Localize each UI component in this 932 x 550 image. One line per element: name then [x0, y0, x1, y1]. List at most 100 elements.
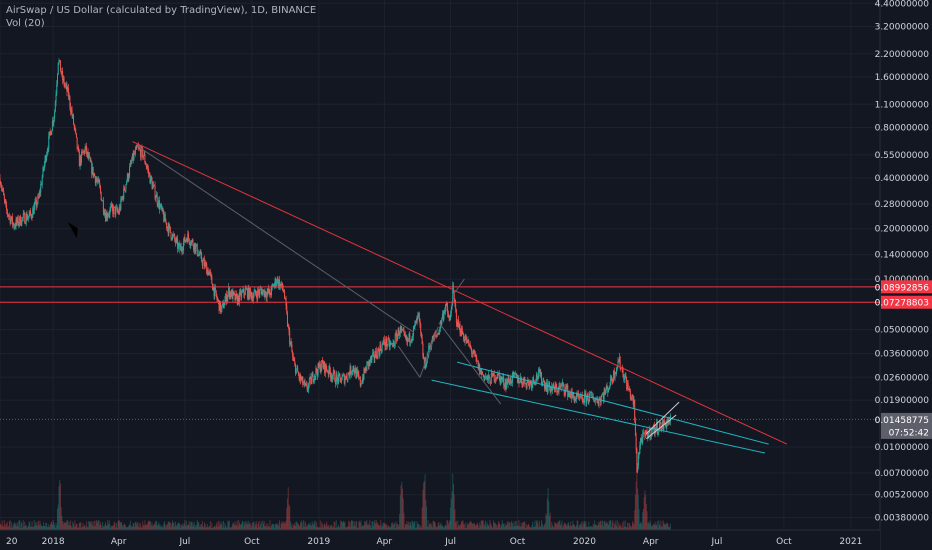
volume-bar: [415, 527, 417, 530]
volume-bar: [110, 525, 112, 530]
volume-bar: [582, 521, 584, 530]
volume-bar: [420, 525, 422, 530]
candle-body: [10, 219, 12, 224]
volume-bar: [401, 481, 403, 530]
volume-bar: [536, 520, 538, 530]
level-price-badge: [881, 280, 932, 294]
volume-bar: [97, 520, 99, 530]
time-axis[interactable]: [0, 530, 880, 550]
volume-bar: [353, 521, 355, 530]
volume-bar: [109, 524, 111, 530]
volume-bar: [127, 527, 129, 530]
volume-bar: [324, 526, 326, 530]
volume-bar: [414, 521, 416, 530]
volume-bar: [133, 523, 135, 530]
candle-body: [631, 395, 633, 398]
candle-body: [658, 424, 660, 430]
candle-body: [276, 281, 278, 286]
volume-bar: [288, 504, 290, 530]
volume-bar: [39, 520, 41, 530]
volume-bar: [198, 522, 200, 530]
spike-line-c[interactable]: [452, 278, 465, 296]
candle-body: [209, 271, 211, 274]
candle-body: [394, 344, 396, 346]
candle-body: [16, 219, 18, 223]
volume-bar: [284, 522, 286, 530]
candle-body: [349, 366, 351, 377]
volume-bar: [5, 527, 7, 530]
early-descending-line[interactable]: [137, 145, 415, 334]
spike-line-b[interactable]: [419, 326, 439, 378]
volume-bar: [438, 521, 440, 530]
volume-bar: [255, 521, 257, 530]
candle-body: [483, 374, 485, 380]
volume-bar: [301, 522, 303, 530]
candle-body: [478, 364, 480, 370]
volume-bar: [104, 524, 106, 530]
volume-bar: [335, 520, 337, 530]
candle-body: [105, 212, 107, 222]
candle-body: [541, 382, 543, 385]
candle-body: [454, 299, 456, 304]
candle-body: [546, 382, 548, 391]
candle-body: [2, 189, 4, 191]
lower-channel-line[interactable]: [431, 379, 766, 454]
volume-bar: [344, 521, 346, 530]
volume-indicator-label[interactable]: Vol (20): [6, 18, 45, 29]
volume-bar: [89, 521, 91, 530]
candle-body: [188, 238, 190, 244]
volume-bar: [125, 526, 127, 530]
volume-bar: [158, 524, 160, 530]
candle-body: [515, 374, 517, 378]
candle-body: [641, 439, 643, 443]
volume-bar: [112, 525, 114, 530]
candle-body: [230, 290, 232, 297]
price-axis[interactable]: [880, 0, 932, 550]
resistance-trendline[interactable]: [132, 141, 788, 445]
candle-body: [11, 216, 13, 220]
volume-bar: [637, 488, 639, 530]
upper-channel-line[interactable]: [456, 361, 769, 445]
candle-body: [283, 290, 285, 293]
volume-bar: [522, 522, 524, 530]
volume-bar: [183, 523, 185, 530]
channel-bottom-line[interactable]: [438, 322, 502, 405]
candle-body: [70, 106, 72, 112]
candle-body: [367, 361, 369, 367]
candle-body: [6, 209, 8, 214]
volume-bar: [152, 526, 154, 530]
volume-bar: [140, 526, 142, 530]
volume-bar: [239, 524, 241, 530]
symbol-title[interactable]: AirSwap / US Dollar (calculated by Tradi…: [6, 5, 317, 16]
volume-bar: [435, 526, 437, 530]
wedge-line-upper[interactable]: [646, 401, 680, 435]
volume-bar: [342, 522, 344, 530]
wedge-line-lower[interactable]: [646, 414, 677, 440]
volume-bar: [642, 512, 644, 530]
candle-body: [356, 370, 358, 379]
volume-bar: [35, 521, 37, 530]
volume-bar: [418, 524, 420, 530]
volume-bar: [535, 521, 537, 530]
candle-body: [371, 355, 373, 360]
volume-bar: [164, 524, 166, 530]
volume-bar: [667, 524, 669, 530]
candle-body: [579, 396, 581, 398]
candle-body: [542, 380, 544, 383]
candle-body: [129, 166, 131, 176]
candle-body: [61, 71, 63, 74]
candle-body: [222, 302, 224, 309]
candle-body: [532, 377, 534, 384]
candle-body: [163, 213, 165, 222]
spike-line-a[interactable]: [397, 345, 421, 378]
countdown-label: 07:52:42: [889, 428, 929, 438]
candle-body: [147, 168, 149, 174]
volume-bar: [330, 524, 332, 530]
volume-bar: [538, 520, 540, 530]
candle-body: [391, 343, 393, 345]
candle-body: [471, 353, 473, 355]
candle-body: [73, 115, 75, 125]
volume-bar: [87, 527, 89, 530]
